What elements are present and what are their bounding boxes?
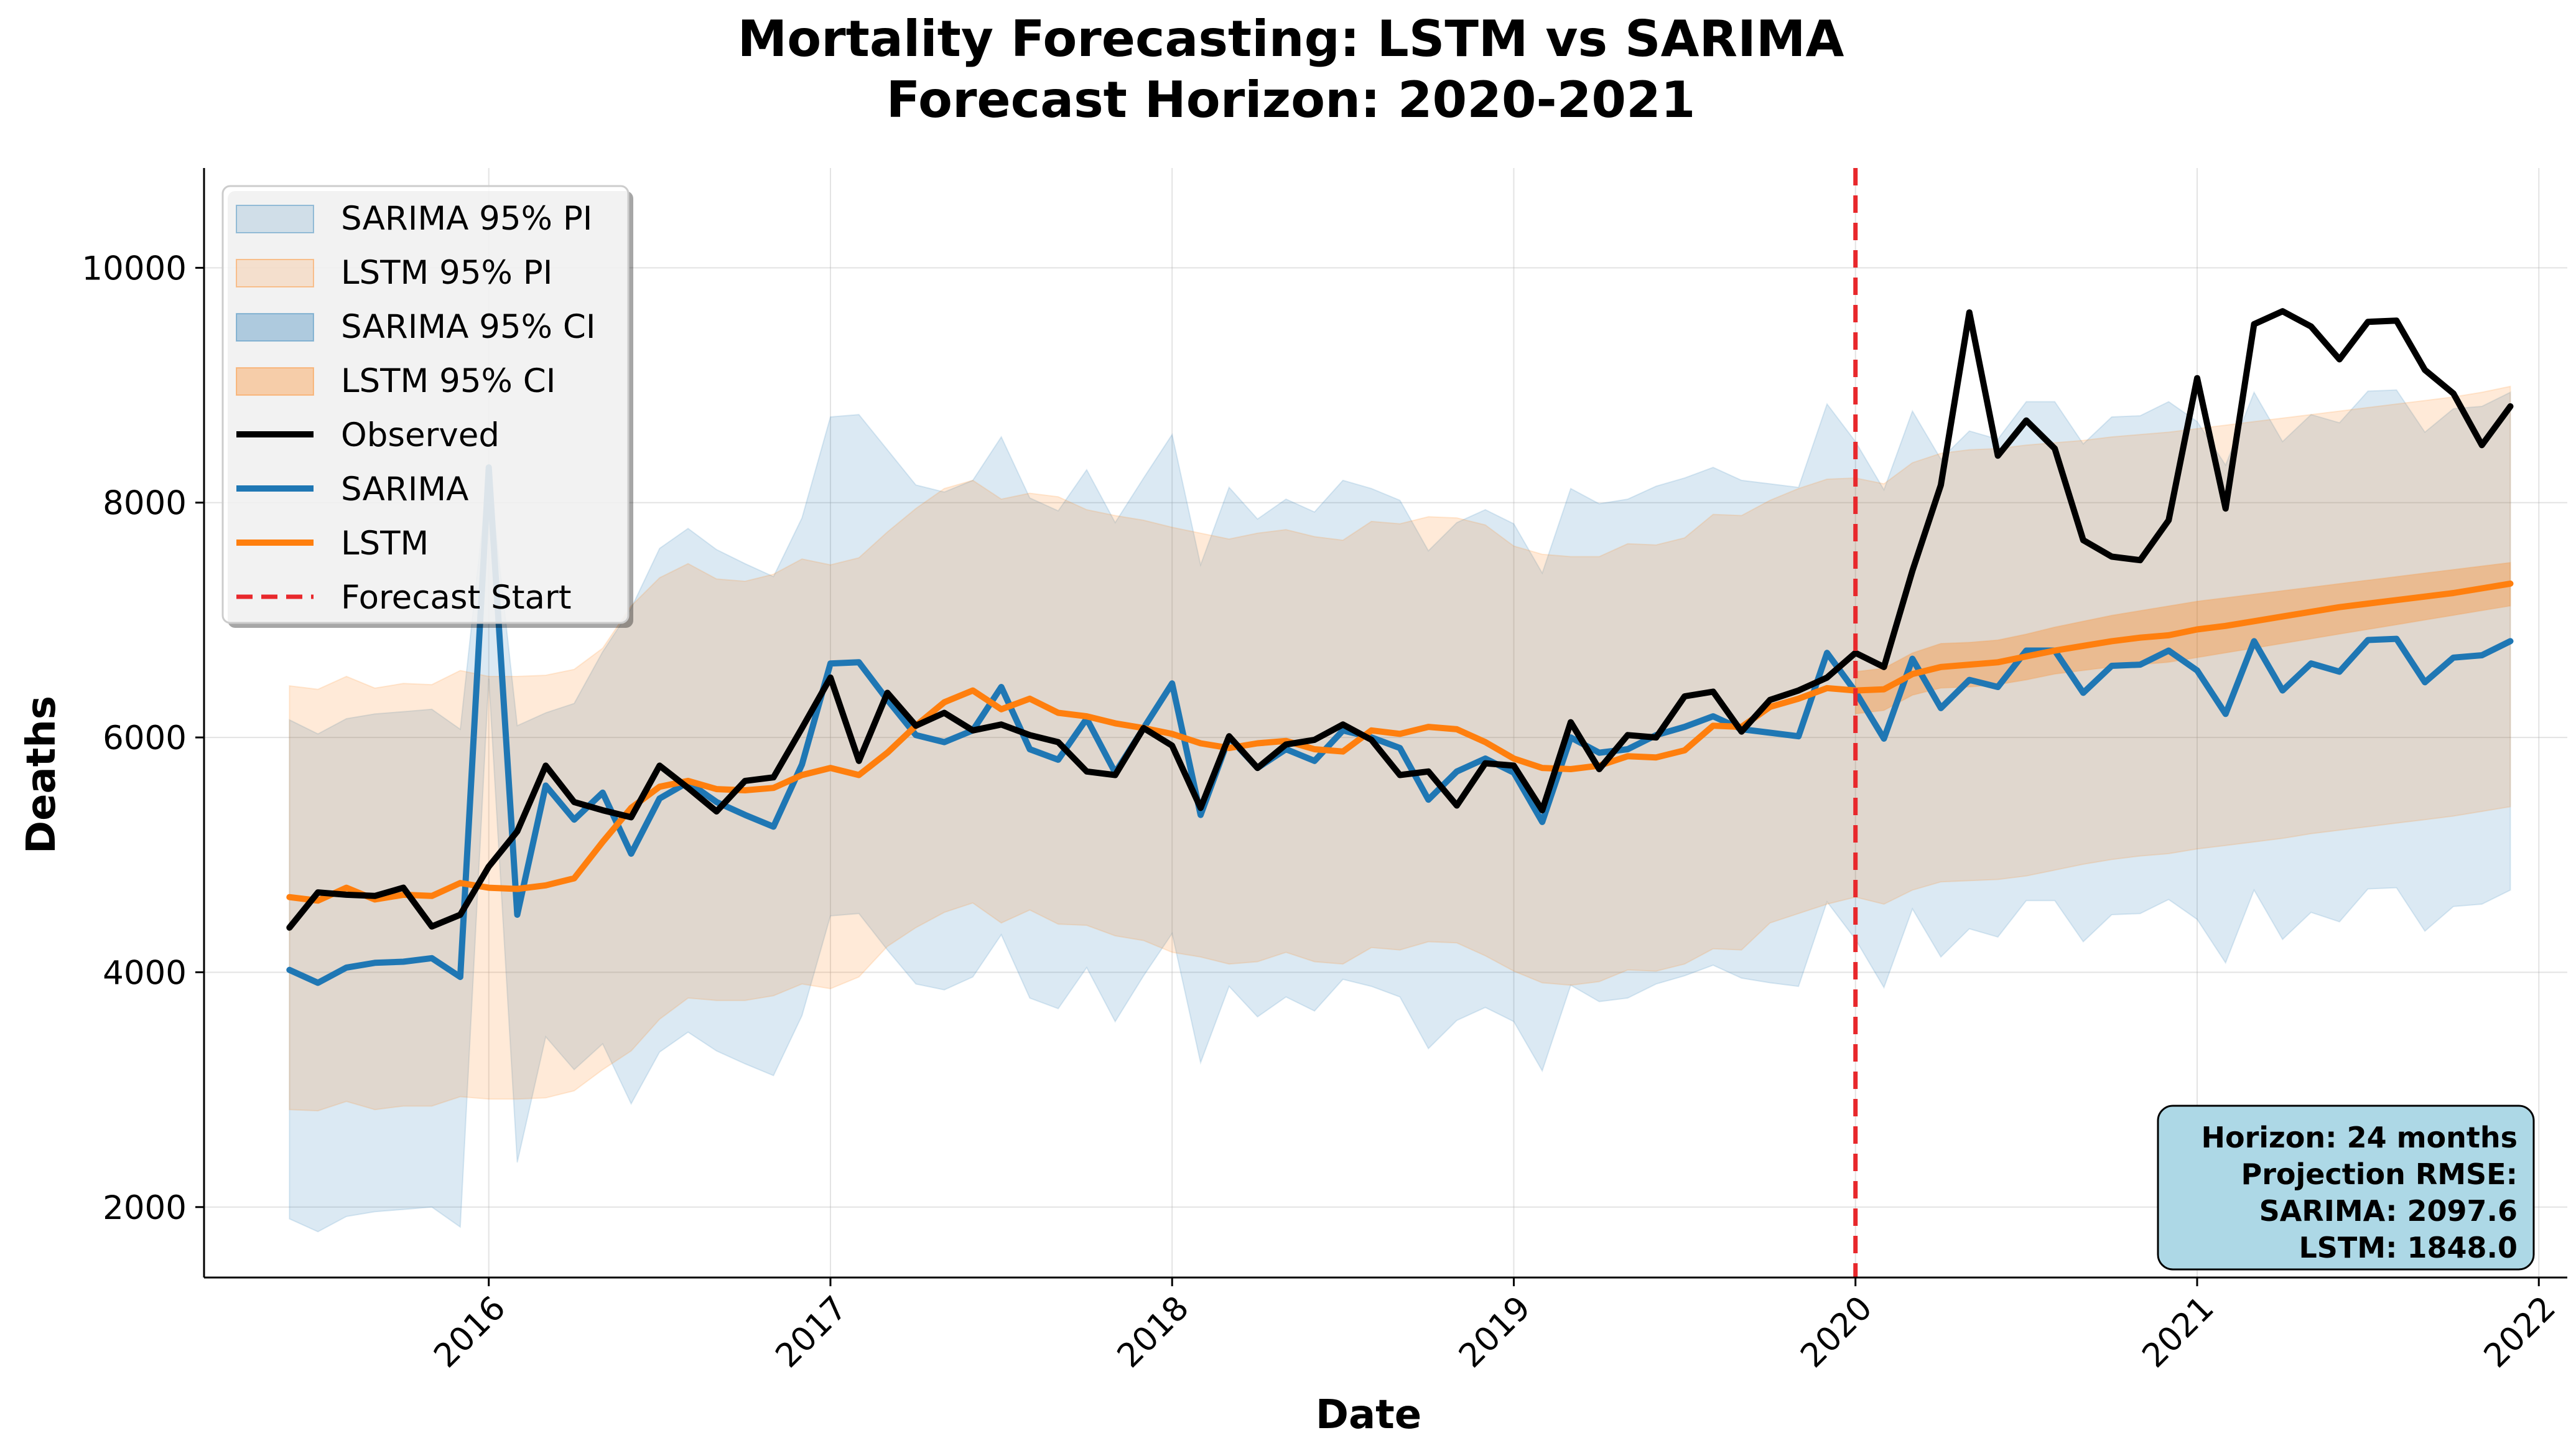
line-observed (286, 308, 2514, 931)
legend-item-lstm-95-ci: LSTM 95% CI (236, 362, 556, 400)
stats-rmse-heading: Projection RMSE: (2241, 1157, 2518, 1191)
x-tick-label: 2020 (1793, 1289, 1880, 1375)
legend-label: LSTM 95% PI (341, 254, 552, 292)
chart-subtitle: Forecast Horizon: 2020-2021 (886, 71, 1696, 129)
line-lstm (286, 580, 2514, 904)
series-lines (286, 308, 2514, 986)
x-axis-label: Date (1316, 1392, 1421, 1438)
legend-swatch (236, 367, 314, 396)
stats-sarima-rmse: SARIMA: 2097.6 (2259, 1194, 2518, 1228)
legend-box (221, 185, 630, 624)
legend-label: LSTM 95% CI (341, 362, 556, 400)
band-lstm-95-ci (1854, 561, 2511, 715)
stats-box: Horizon: 24 months Projection RMSE: SARI… (2157, 1105, 2535, 1271)
line-sarima (286, 464, 2514, 986)
legend-label: SARIMA (341, 470, 468, 508)
band-sarima-95-pi (289, 389, 2511, 1233)
legend-items: SARIMA 95% PI LSTM 95% PI SARIMA 95% CI LST… (236, 200, 595, 617)
legend-item-lstm-95-pi: LSTM 95% PI (236, 254, 552, 292)
stats-box-background (2157, 1105, 2535, 1271)
x-tick-label: 2022 (2477, 1289, 2564, 1375)
y-tick-label: 8000 (103, 485, 187, 523)
x-tick-label: 2021 (2135, 1289, 2221, 1375)
legend-label: SARIMA 95% PI (341, 200, 592, 238)
x-tick-label: 2019 (1452, 1289, 1538, 1375)
y-axis-label: Deaths (19, 696, 65, 854)
y-tick-label: 2000 (103, 1189, 187, 1227)
y-tick-label: 4000 (103, 954, 187, 992)
legend-label: SARIMA 95% CI (341, 308, 595, 346)
legend-swatch (236, 313, 314, 342)
x-tick-label: 2017 (768, 1289, 855, 1375)
y-tick-label: 10000 (81, 250, 187, 287)
legend-swatch (236, 205, 314, 233)
legend-item-sarima-95-ci: SARIMA 95% CI (236, 308, 595, 346)
legend-item-lstm: LSTM (236, 525, 429, 563)
x-tick-label: 2018 (1110, 1289, 1197, 1375)
legend-item-sarima-95-pi: SARIMA 95% PI (236, 200, 592, 238)
legend: SARIMA 95% PI LSTM 95% PI SARIMA 95% CI LST… (221, 185, 633, 628)
chart-title: Mortality Forecasting: LSTM vs SARIMA (738, 10, 1844, 68)
legend-item-forecast-start: Forecast Start (236, 579, 572, 617)
axes (203, 168, 2567, 1279)
legend-label: LSTM (341, 525, 429, 563)
x-tick-label: 2016 (427, 1289, 513, 1375)
stats-lstm-rmse: LSTM: 1848.0 (2299, 1231, 2518, 1264)
legend-label: Forecast Start (341, 579, 572, 617)
y-tick-label: 6000 (103, 719, 187, 757)
legend-item-sarima: SARIMA (236, 470, 468, 508)
legend-item-observed: Observed (236, 416, 500, 454)
stats-horizon: Horizon: 24 months (2201, 1121, 2518, 1154)
legend-swatch (236, 259, 314, 287)
legend-label: Observed (341, 416, 500, 454)
